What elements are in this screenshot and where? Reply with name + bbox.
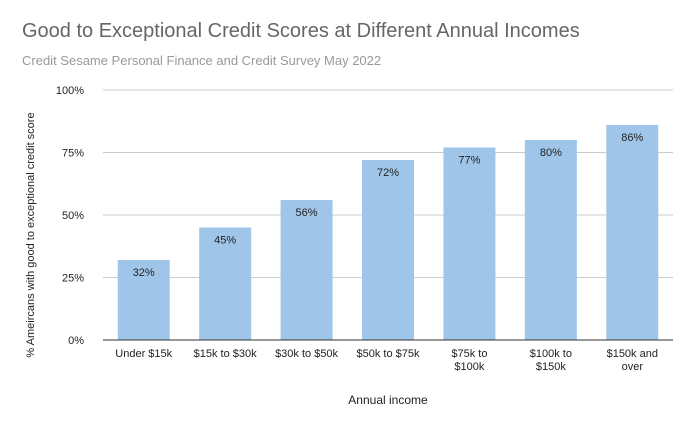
bar <box>606 125 659 340</box>
x-tick-label-line: $100k to <box>530 348 572 360</box>
data-label: 72% <box>377 167 399 179</box>
bar <box>524 140 577 340</box>
data-label: 77% <box>458 155 480 167</box>
x-axis-title: Annual income <box>348 393 428 407</box>
x-tick-label-line: $15k to $30k <box>194 348 257 360</box>
y-tick-label: 0% <box>68 335 84 347</box>
x-tick-label-line: over <box>622 361 644 373</box>
x-tick-label-line: $75k to <box>451 348 487 360</box>
data-label: 56% <box>296 207 318 219</box>
data-label: 45% <box>214 235 236 247</box>
bar <box>443 147 496 340</box>
bar <box>117 260 170 340</box>
data-label: 86% <box>621 132 643 144</box>
bar <box>199 227 252 340</box>
y-tick-label: 25% <box>62 273 84 285</box>
data-label: 80% <box>540 147 562 159</box>
x-tick-label: Under $15k <box>115 348 172 360</box>
x-tick-label: $75k to $100k <box>451 348 487 373</box>
chart-subtitle: Credit Sesame Personal Finance and Credi… <box>22 53 382 68</box>
chart-title: Good to Exceptional Credit Scores at Dif… <box>22 20 580 42</box>
y-tick-label: 100% <box>56 85 84 97</box>
x-tick-label: $15k to $30k <box>194 348 257 360</box>
y-axis-title: % Ameircans with good to exceptional cre… <box>25 112 37 357</box>
x-tick-label-line: $30k to $50k <box>275 348 338 360</box>
y-tick-label: 75% <box>62 148 84 160</box>
bar <box>362 160 414 340</box>
data-label: 32% <box>133 267 155 279</box>
bar <box>280 200 333 340</box>
x-tick-label-line: $50k to $75k <box>357 348 420 360</box>
x-tick-label-line: Under $15k <box>115 348 172 360</box>
x-tick-label: $150k and over <box>607 348 658 373</box>
x-tick-label-line: $150k and <box>607 348 658 360</box>
x-tick-label: $100k to $150k <box>530 348 572 373</box>
x-tick-label-line: $100k <box>454 361 484 373</box>
x-tick-label: $30k to $50k <box>275 348 338 360</box>
x-tick-label: $50k to $75k <box>357 348 420 360</box>
y-tick-label: 50% <box>62 210 84 222</box>
x-tick-label-line: $150k <box>536 361 566 373</box>
